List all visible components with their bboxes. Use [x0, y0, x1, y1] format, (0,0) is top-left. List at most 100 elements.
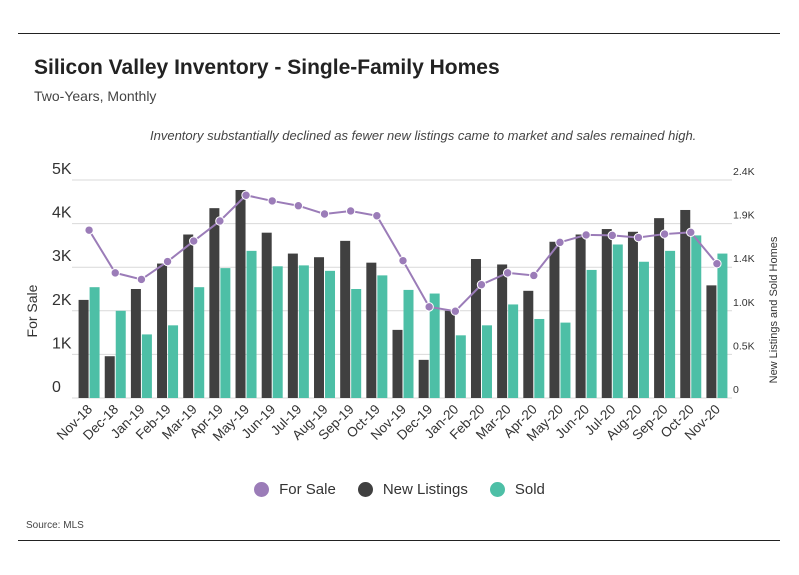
sold-bar — [220, 268, 231, 398]
new-listings-bar — [287, 253, 298, 398]
chart-annotation: Inventory substantially declined as fewe… — [150, 128, 697, 143]
for-sale-swatch — [254, 482, 270, 497]
left-tick-label: 0 — [52, 379, 61, 396]
new-listings-bar — [261, 232, 272, 398]
sold-bar — [89, 287, 100, 398]
new-listings-bar — [627, 231, 638, 398]
sold-bar — [298, 265, 309, 398]
for-sale-point — [215, 216, 225, 226]
new-listings-bar — [470, 259, 481, 398]
right-tick-label: 1.0K — [733, 297, 755, 309]
for-sale-point — [372, 211, 382, 221]
legend-item-new-listings: New Listings — [357, 481, 468, 498]
right-tick-label: 1.9K — [733, 210, 755, 222]
for-sale-point — [450, 306, 461, 316]
for-sale-point — [555, 237, 565, 248]
for-sale-point — [136, 274, 147, 285]
sold-bar — [325, 270, 336, 398]
new-listings-bar — [209, 208, 220, 398]
for-sale-point — [189, 236, 199, 246]
new-listings-bar — [340, 240, 351, 398]
sold-bar — [403, 289, 414, 398]
sold-bar — [691, 235, 702, 398]
for-sale-point — [267, 196, 277, 206]
new-listings-bar — [444, 310, 455, 398]
new-listings-bar — [418, 359, 429, 398]
sold-bar — [141, 334, 152, 398]
for-sale-point — [319, 209, 330, 219]
sold-bar — [377, 275, 388, 398]
new-listings-bar — [575, 234, 586, 398]
for-sale-point — [345, 206, 356, 216]
sold-bar — [429, 293, 440, 398]
right-tick-label: 0.5K — [733, 340, 755, 352]
for-sale-point — [502, 268, 513, 278]
for-sale-point — [293, 201, 304, 211]
sold-bar — [560, 322, 571, 398]
bottom-rule — [18, 540, 780, 541]
for-sale-point — [581, 230, 591, 240]
for-sale-point — [110, 268, 120, 278]
sold-bar — [586, 269, 597, 398]
chart-subtitle: Two-Years, Monthly — [34, 88, 157, 104]
bars — [78, 189, 728, 398]
for-sale-point — [686, 227, 696, 238]
right-tick-label: 2.4K — [733, 166, 755, 178]
sold-bar — [665, 250, 676, 398]
new-listings-bar — [366, 262, 377, 398]
new-listings-bar — [78, 299, 89, 398]
new-listings-bar — [497, 264, 508, 398]
new-listings-bar — [601, 229, 612, 398]
top-rule — [18, 33, 780, 34]
new-listings-bar — [706, 285, 717, 398]
new-listings-bar — [549, 241, 560, 398]
new-listings-bar — [104, 356, 115, 398]
sold-bar — [481, 325, 492, 398]
sold-bar — [351, 289, 362, 398]
legend-label-sold: Sold — [514, 481, 545, 498]
for-sale-point — [398, 255, 408, 266]
for-sale-point — [529, 270, 539, 281]
for-sale-point — [424, 302, 434, 312]
for-sale-point — [633, 232, 644, 243]
new-listings-bar — [654, 218, 665, 398]
sold-bar — [194, 287, 205, 398]
new-listings-bar — [314, 257, 325, 398]
left-tick-label: 2K — [52, 292, 72, 309]
new-listings-bar — [523, 290, 534, 398]
left-tick-label: 1K — [52, 335, 72, 352]
legend-item-sold: Sold — [489, 481, 545, 498]
new-listings-swatch — [357, 482, 373, 497]
new-listings-bar — [680, 209, 691, 398]
sold-swatch — [489, 482, 505, 497]
legend-item-for-sale: For Sale — [254, 481, 336, 498]
right-axis-title: New Listings and Sold Homes — [768, 236, 780, 383]
right-tick-label: 1.4K — [733, 253, 755, 265]
sold-bar — [168, 325, 179, 398]
new-listings-bar — [157, 263, 168, 398]
left-tick-label: 4K — [52, 205, 72, 222]
sold-bar — [272, 266, 283, 398]
new-listings-bar — [130, 289, 141, 398]
for-sale-point — [659, 229, 670, 239]
new-listings-bar — [235, 189, 246, 398]
sold-bar — [534, 318, 545, 398]
chart-title: Silicon Valley Inventory - Single-Family… — [34, 56, 500, 79]
left-axis-title: For Sale — [24, 284, 40, 337]
sold-bar — [717, 253, 728, 398]
new-listings-bar — [392, 329, 403, 398]
left-tick-label: 3K — [52, 248, 72, 265]
for-sale-point — [241, 190, 251, 200]
sold-bar — [115, 310, 126, 398]
for-sale-point — [162, 256, 173, 267]
sold-bar — [612, 244, 623, 398]
source-note: Source: MLS — [26, 520, 84, 531]
sold-bar — [246, 250, 257, 398]
sold-bar — [638, 261, 649, 398]
sold-bar — [508, 304, 519, 398]
for-sale-point — [712, 259, 722, 269]
new-listings-bar — [183, 234, 194, 398]
legend-label-for-sale: For Sale — [279, 481, 336, 498]
legend: For Sale New Listings Sold — [0, 481, 799, 498]
